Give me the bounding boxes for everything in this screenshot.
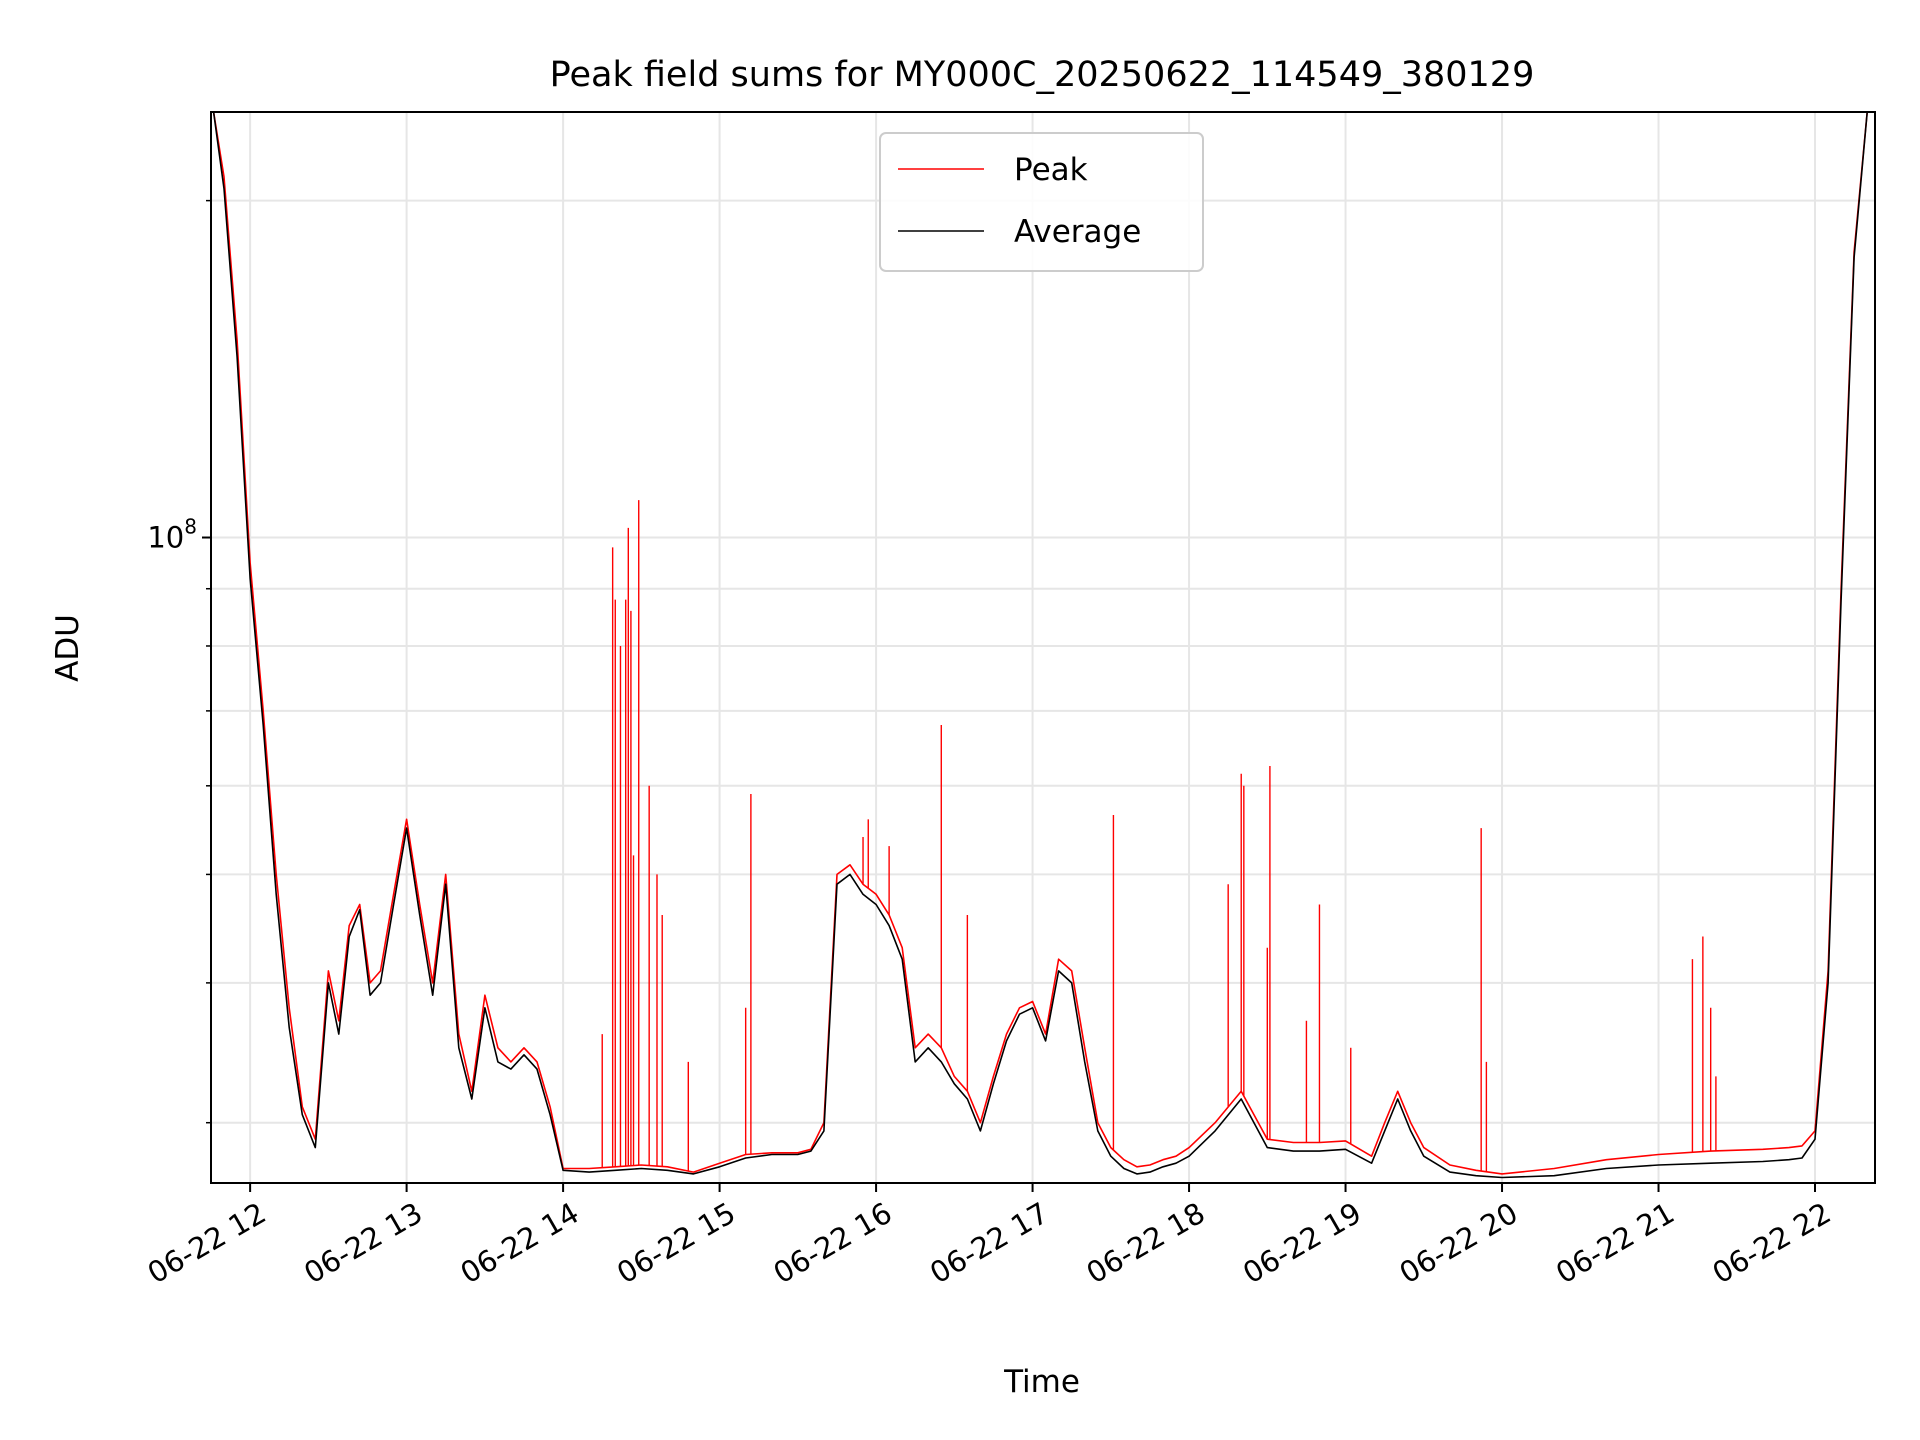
series-line-average xyxy=(212,112,1868,1179)
plot-frame xyxy=(210,111,1876,1184)
chart-title: Peak field sums for MY000C_20250622_1145… xyxy=(550,55,1535,95)
series-peak xyxy=(212,112,1868,1175)
y-axis-label: ADU xyxy=(50,614,86,682)
legend: Peak Average xyxy=(879,132,1204,272)
legend-label-peak: Peak xyxy=(1014,152,1088,188)
series-line-peak xyxy=(212,112,1868,1175)
y-tick-label: 108 xyxy=(147,515,197,555)
legend-box xyxy=(879,132,1204,272)
series-average xyxy=(212,112,1868,1179)
y-axis: 108 xyxy=(147,199,211,1124)
series-layer xyxy=(212,112,1868,1179)
legend-label-average: Average xyxy=(1014,214,1141,250)
grid xyxy=(211,112,1875,1183)
x-axis-label: Time xyxy=(1003,1364,1080,1400)
